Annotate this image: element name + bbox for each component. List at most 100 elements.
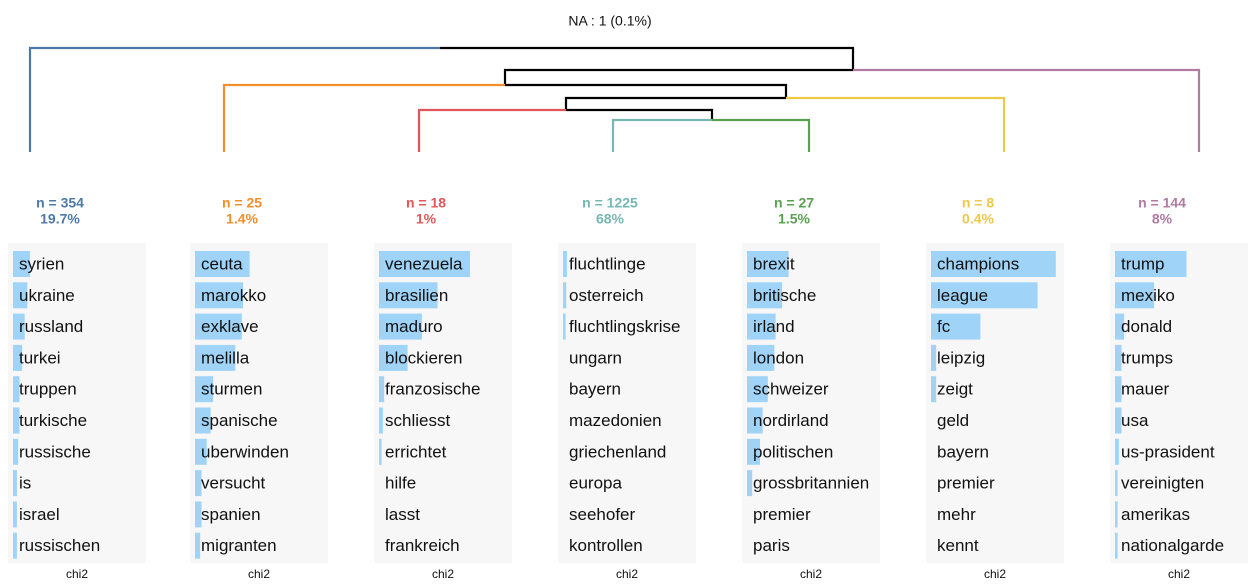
chi2-bar — [379, 251, 470, 277]
chi2-bar — [1115, 501, 1118, 528]
chi2-bar — [1115, 344, 1122, 371]
dendrogram — [28, 46, 1201, 152]
word: griechenland — [569, 442, 666, 461]
chi2-bar — [931, 344, 937, 371]
word: grossbritannien — [753, 474, 869, 493]
chi2-bar — [1115, 282, 1154, 309]
chi2-bar — [747, 313, 776, 340]
chi2-bar — [1115, 438, 1119, 465]
word: britische — [753, 286, 816, 305]
word: mauer — [1121, 380, 1170, 399]
branch — [222, 83, 505, 152]
cluster-size: n = 354 — [36, 195, 84, 211]
cluster-size: n = 144 — [1138, 195, 1186, 211]
word: mexiko — [1121, 286, 1175, 305]
chi2-bar — [747, 251, 789, 277]
word: kontrollen — [569, 536, 643, 555]
chi2-bar — [13, 282, 28, 309]
chi2-bar — [195, 407, 211, 434]
chi2-bar — [379, 344, 408, 371]
chi2-bar — [195, 470, 202, 497]
word: fluchtlinge — [569, 254, 646, 273]
word: exklave — [201, 317, 259, 336]
word: melilla — [201, 348, 250, 367]
chi2-bar — [195, 313, 242, 340]
chi2-bar — [931, 251, 1056, 277]
chi2-bar — [931, 282, 1038, 309]
word: fluchtlingskrise — [569, 317, 681, 336]
word: irland — [753, 317, 795, 336]
branch — [786, 96, 1006, 152]
chi2-bar — [1115, 407, 1122, 434]
word: bayern — [569, 380, 621, 399]
title: NA : 1 (0.1%) — [568, 13, 651, 29]
word: maduro — [385, 317, 443, 336]
axis-label: chi2 — [432, 567, 454, 581]
chi2-bar — [195, 501, 202, 528]
axis-label: chi2 — [984, 567, 1006, 581]
word: ungarn — [569, 348, 622, 367]
chi2-bar — [747, 470, 753, 497]
word: fc — [937, 317, 951, 336]
axis-label: chi2 — [66, 567, 88, 581]
word: mazedonien — [569, 411, 662, 430]
chi2-bar — [747, 282, 783, 309]
cluster-percent: 68% — [596, 211, 625, 227]
chi2-bar — [1115, 532, 1118, 559]
word: mehr — [937, 505, 976, 524]
word: franzosische — [385, 380, 480, 399]
word: trumps — [1121, 348, 1173, 367]
branch — [611, 118, 712, 152]
axis-label: chi2 — [616, 567, 638, 581]
word: leipzig — [937, 348, 985, 367]
word: syrien — [19, 254, 64, 273]
cluster-percent: 0.4% — [962, 211, 994, 227]
cluster-percent: 1% — [416, 211, 437, 227]
word: versucht — [201, 474, 266, 493]
word: errichtet — [385, 442, 447, 461]
chi2-bar — [13, 376, 20, 403]
chi2-bar — [195, 282, 244, 309]
word: sturmen — [201, 380, 262, 399]
chi2-bar — [379, 376, 385, 403]
chi2-bar — [747, 344, 775, 371]
chi2-bar — [13, 407, 20, 434]
word: amerikas — [1121, 505, 1190, 524]
word: hilfe — [385, 474, 416, 493]
cluster-size: n = 25 — [222, 195, 262, 211]
word: venezuela — [385, 254, 463, 273]
chi2-bar — [13, 438, 19, 465]
word: marokko — [201, 286, 266, 305]
chi2-bar — [931, 313, 981, 340]
chi2-bar — [13, 470, 17, 497]
word: premier — [753, 505, 811, 524]
word: russland — [19, 317, 83, 336]
word: osterreich — [569, 286, 644, 305]
word: seehofer — [569, 505, 635, 524]
word: league — [937, 286, 988, 305]
word: london — [753, 348, 804, 367]
cluster-percent: 1.4% — [226, 211, 258, 227]
word: spanische — [201, 411, 278, 430]
chi2-bar — [13, 344, 23, 371]
chi2-bar — [13, 501, 17, 528]
branch — [712, 118, 811, 152]
word: vereinigten — [1121, 474, 1204, 493]
word: ukraine — [19, 286, 75, 305]
cluster-size: n = 8 — [962, 195, 995, 211]
word: schweizer — [753, 380, 829, 399]
axis-label: chi2 — [1168, 567, 1190, 581]
chi2-bar — [563, 313, 566, 340]
word: donald — [1121, 317, 1172, 336]
word: champions — [937, 254, 1019, 273]
word: trump — [1121, 254, 1164, 273]
chi2-bar — [13, 532, 17, 559]
axis-label: chi2 — [248, 567, 270, 581]
axis-label: chi2 — [800, 567, 822, 581]
word: israel — [19, 505, 60, 524]
word: geld — [937, 411, 969, 430]
word: nationalgarde — [1121, 536, 1224, 555]
panel — [8, 243, 146, 563]
chi2-bar — [195, 344, 236, 371]
